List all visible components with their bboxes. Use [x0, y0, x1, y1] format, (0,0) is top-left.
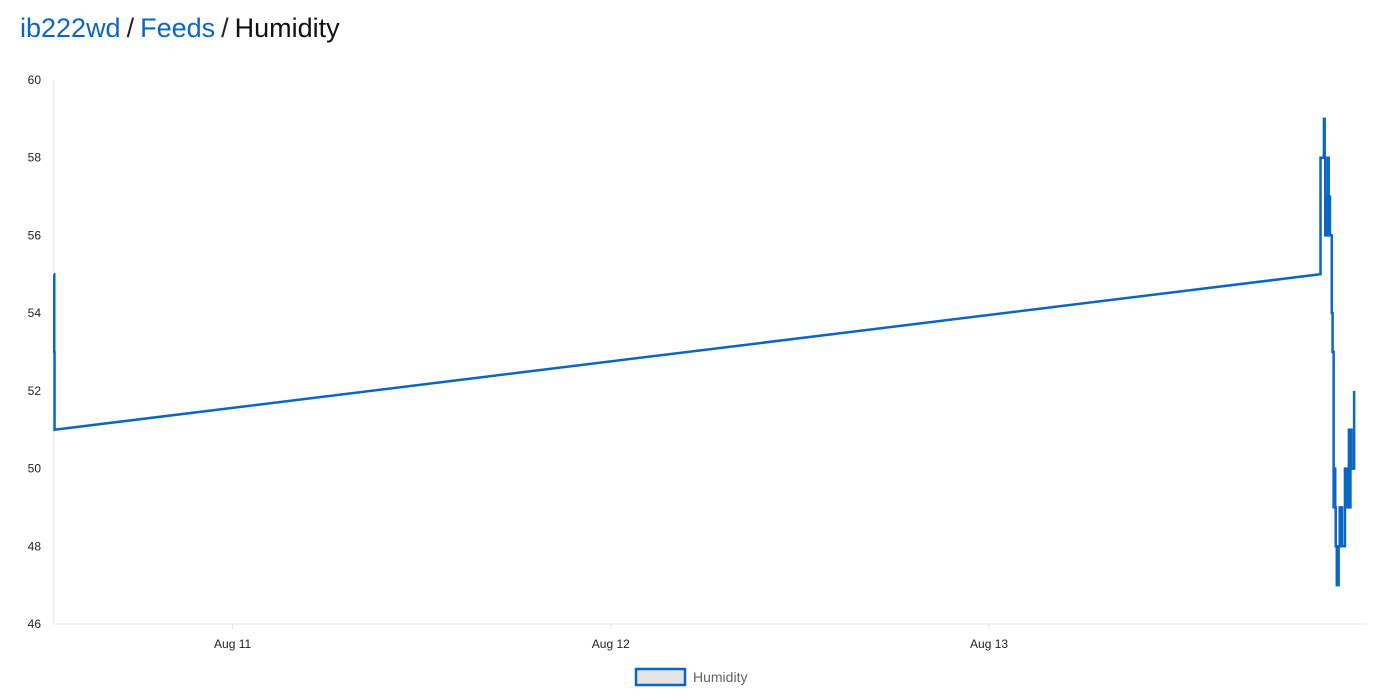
y-tick-label: 50 [28, 462, 42, 476]
breadcrumb-separator: / [221, 13, 229, 43]
y-tick-label: 58 [28, 151, 42, 165]
y-tick-label: 46 [28, 617, 42, 631]
breadcrumb-current: Humidity [234, 13, 340, 43]
breadcrumb: ib222wd / Feeds / Humidity [20, 10, 340, 46]
y-tick-label: 60 [28, 73, 42, 87]
y-tick-label: 56 [28, 228, 42, 242]
breadcrumb-user-link[interactable]: ib222wd [20, 13, 121, 43]
x-tick-label: Aug 13 [970, 637, 1008, 651]
y-tick-label: 52 [28, 384, 42, 398]
y-tick-label: 48 [28, 539, 42, 553]
x-tick-label: Aug 11 [214, 637, 251, 651]
humidity-series-line [53, 117, 1356, 587]
x-tick-label: Aug 12 [592, 637, 630, 651]
breadcrumb-separator: / [126, 13, 135, 43]
legend-swatch[interactable] [634, 667, 687, 687]
y-tick-label: 54 [28, 306, 42, 320]
breadcrumb-feeds-link[interactable]: Feeds [140, 13, 216, 43]
legend-label[interactable]: Humidity [693, 669, 747, 685]
